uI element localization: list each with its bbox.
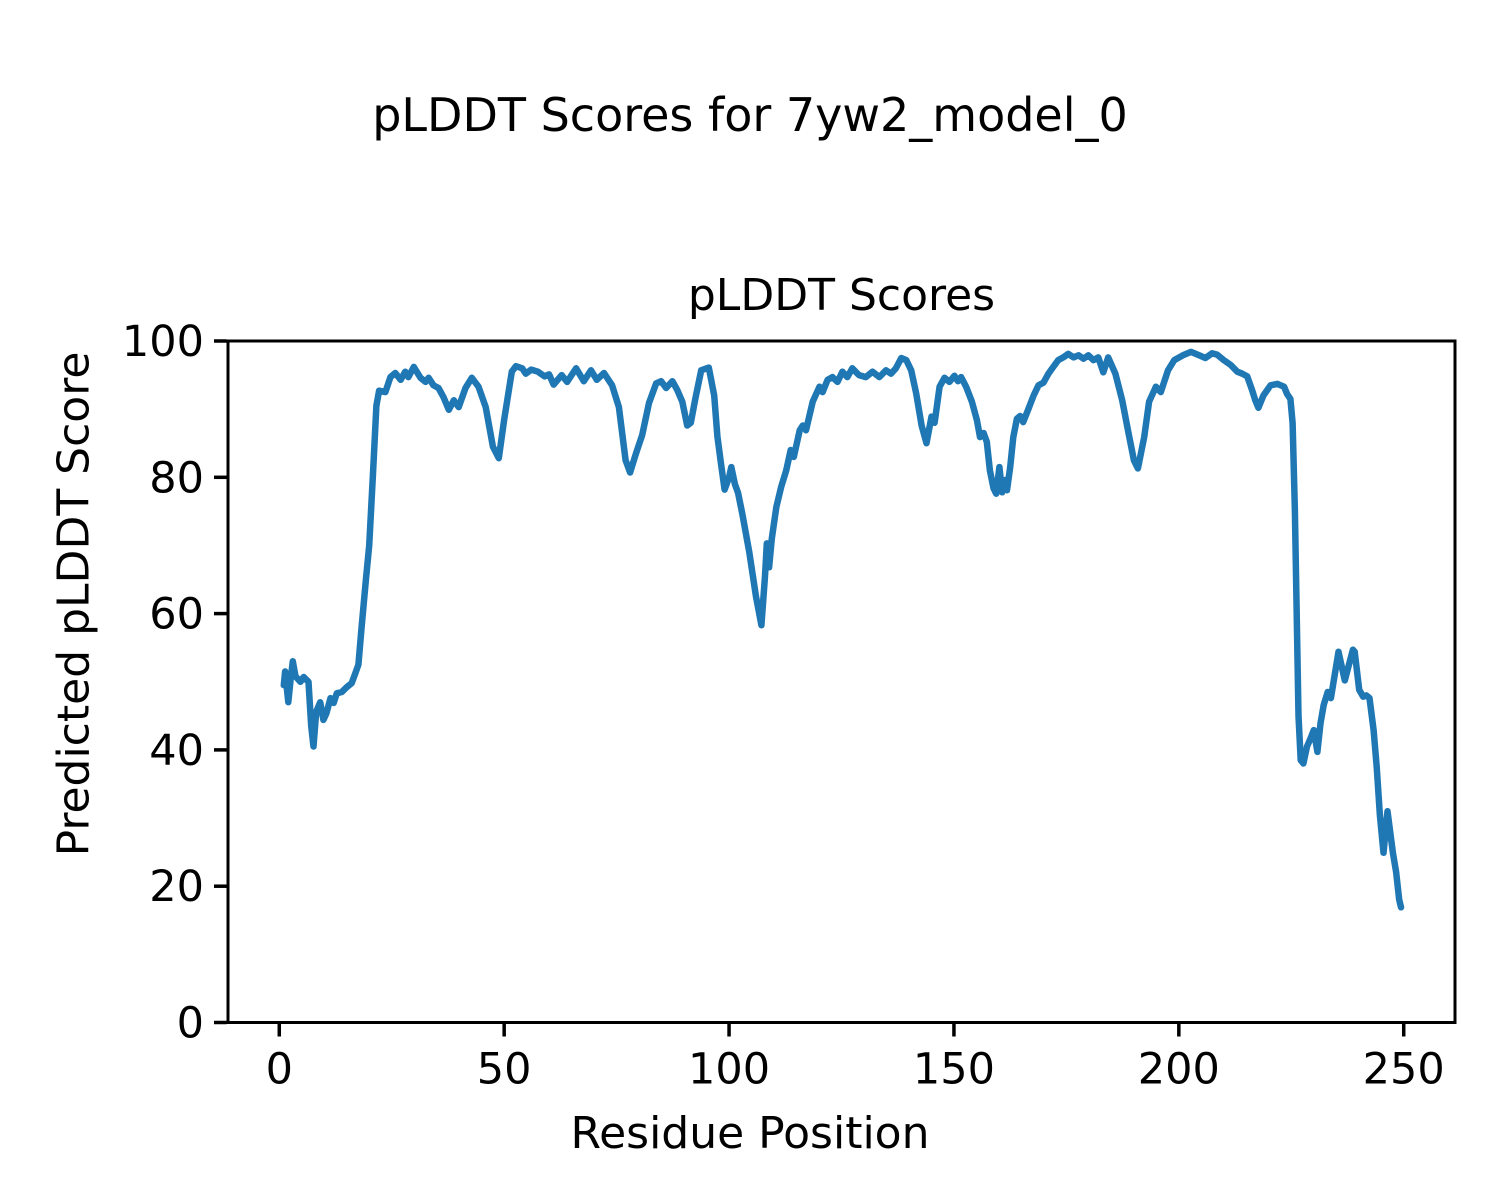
x-tick-label: 150 bbox=[913, 1045, 995, 1095]
y-tick-label: 0 bbox=[177, 999, 204, 1049]
x-tick-label: 50 bbox=[477, 1045, 532, 1095]
figure-title: pLDDT Scores for 7yw2_model_0 bbox=[372, 88, 1128, 142]
x-tick-label: 200 bbox=[1138, 1045, 1220, 1095]
y-tick-label: 80 bbox=[149, 453, 204, 503]
axes-frame bbox=[226, 339, 1457, 1024]
plddt-line bbox=[280, 348, 1405, 911]
y-tick-label: 20 bbox=[149, 862, 204, 912]
y-tick-label: 100 bbox=[122, 317, 204, 367]
y-tick-label: 60 bbox=[149, 590, 204, 640]
axes-title: pLDDT Scores bbox=[687, 270, 996, 321]
x-tick-label: 250 bbox=[1363, 1045, 1445, 1095]
x-tick-label: 100 bbox=[688, 1045, 770, 1095]
x-tick-label: 0 bbox=[266, 1045, 293, 1095]
y-tick-label: 40 bbox=[149, 726, 204, 776]
x-axis-label: Residue Position bbox=[570, 1108, 930, 1159]
